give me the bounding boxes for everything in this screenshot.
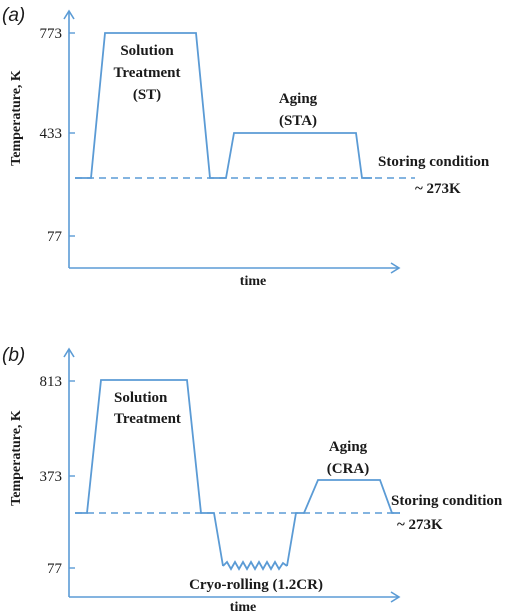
panel-a-y-axis-title: Temperature, K — [9, 70, 24, 166]
panel-b-tick-813: 813 — [40, 374, 63, 390]
panel-a: (a) Temperature, K 773 433 77 Solution T… — [2, 5, 490, 289]
panel-a-x-axis-title: time — [240, 274, 266, 289]
panel-a-x-axis-arrow — [390, 262, 401, 274]
panel-b-cryo-label: Cryo-rolling (1.2CR) — [189, 577, 323, 593]
panel-b-label: (b) — [2, 345, 25, 366]
panel-b-y-axis-arrow — [63, 347, 75, 358]
panel-a-tick-77: 77 — [47, 229, 63, 245]
panel-b-solution-line-1: Solution — [114, 390, 168, 406]
panel-a-aging-line-1: Aging — [279, 91, 318, 107]
panel-a-temperature-profile — [75, 32, 372, 179]
panel-b: (b) Temperature, K 813 373 77 Solution T… — [2, 345, 503, 614]
panel-b-x-axis-arrow — [390, 591, 401, 603]
panel-a-storing-temp: ~ 273K — [415, 181, 461, 197]
panel-b-x-axis-title: time — [230, 600, 256, 614]
panel-a-y-axis-arrow — [63, 9, 75, 20]
panel-b-aging-line-1: Aging — [329, 439, 368, 455]
panel-b-tick-373: 373 — [40, 469, 63, 485]
panel-a-tick-773: 773 — [40, 26, 63, 42]
panel-a-solution-line-3: (ST) — [133, 87, 161, 103]
panel-b-storing-temp: ~ 273K — [397, 517, 443, 533]
panel-a-storing-label: Storing condition — [378, 154, 490, 170]
panel-b-temperature-profile-left — [75, 379, 224, 567]
panel-b-cryo-rolling-zigzag — [222, 560, 288, 571]
panel-a-label: (a) — [2, 5, 25, 26]
panel-b-aging-line-2: (CRA) — [327, 461, 370, 477]
panel-a-solution-line-1: Solution — [120, 43, 174, 59]
panel-b-tick-77: 77 — [47, 561, 63, 577]
panel-b-temperature-profile-right — [286, 479, 400, 567]
panel-b-solution-line-2: Treatment — [114, 411, 181, 427]
panel-a-aging-line-2: (STA) — [279, 113, 317, 129]
panel-a-solution-line-2: Treatment — [114, 65, 181, 81]
panel-b-storing-label: Storing condition — [391, 493, 503, 509]
panel-a-tick-433: 433 — [40, 126, 63, 142]
panel-b-y-axis-title: Temperature, K — [9, 410, 24, 506]
